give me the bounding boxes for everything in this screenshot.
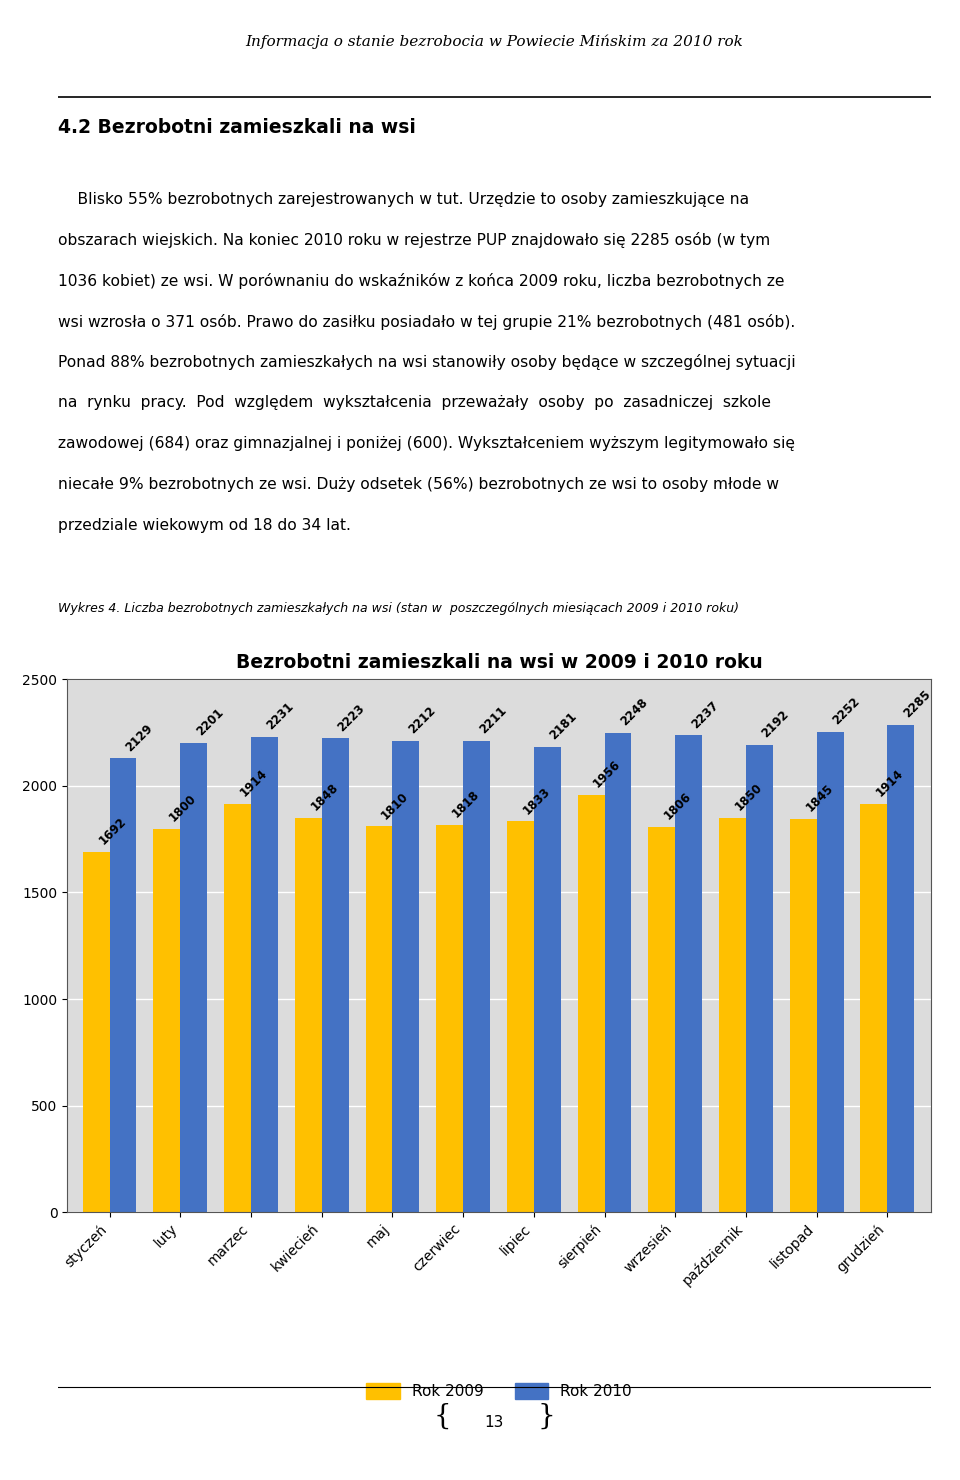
Bar xyxy=(719,818,746,1212)
Text: 1833: 1833 xyxy=(520,784,553,817)
Bar xyxy=(675,736,702,1212)
Text: 1845: 1845 xyxy=(804,781,835,814)
Text: 2237: 2237 xyxy=(688,699,721,731)
Bar xyxy=(534,747,561,1212)
Bar xyxy=(393,740,420,1212)
Bar xyxy=(83,851,109,1212)
Bar xyxy=(790,818,817,1212)
Text: Ponad 88% bezrobotnych zamieszkałych na wsi stanowiły osoby będące w szczególnej: Ponad 88% bezrobotnych zamieszkałych na … xyxy=(58,354,795,370)
Bar xyxy=(860,804,887,1212)
Bar xyxy=(322,739,348,1212)
Text: 13: 13 xyxy=(485,1415,504,1430)
Text: Informacja o stanie bezrobocia w Powiecie Mińskim za 2010 rok: Informacja o stanie bezrobocia w Powieci… xyxy=(246,34,743,49)
Text: zawodowej (684) oraz gimnazjalnej i poniżej (600). Wykształceniem wyższym legity: zawodowej (684) oraz gimnazjalnej i poni… xyxy=(58,437,795,451)
Bar xyxy=(887,725,914,1212)
Text: 4.2 Bezrobotni zamieszkali na wsi: 4.2 Bezrobotni zamieszkali na wsi xyxy=(58,118,416,138)
Title: Bezrobotni zamieszkali na wsi w 2009 i 2010 roku: Bezrobotni zamieszkali na wsi w 2009 i 2… xyxy=(236,653,762,672)
Bar xyxy=(154,829,180,1212)
Bar xyxy=(578,795,605,1212)
Text: Wykres 4. Liczba bezrobotnych zamieszkałych na wsi (stan w  poszczególnych miesi: Wykres 4. Liczba bezrobotnych zamieszkał… xyxy=(58,602,738,614)
Text: 1914: 1914 xyxy=(874,767,906,799)
Text: 1848: 1848 xyxy=(308,781,341,814)
Bar xyxy=(648,827,675,1212)
Bar xyxy=(251,737,277,1212)
Bar xyxy=(605,733,632,1212)
Text: przedziale wiekowym od 18 do 34 lat.: przedziale wiekowym od 18 do 34 lat. xyxy=(58,518,350,533)
Text: }: } xyxy=(538,1403,556,1430)
Text: obszarach wiejskich. Na koniec 2010 roku w rejestrze PUP znajdowało się 2285 osó: obszarach wiejskich. Na koniec 2010 roku… xyxy=(58,232,770,249)
Text: 2201: 2201 xyxy=(194,706,226,739)
Text: na  rynku  pracy.  Pod  względem  wykształcenia  przeważały  osoby  po  zasadnic: na rynku pracy. Pod względem wykształcen… xyxy=(58,395,771,410)
Bar xyxy=(463,741,490,1212)
Text: 2212: 2212 xyxy=(406,704,438,736)
Text: 1818: 1818 xyxy=(449,787,482,820)
Text: 2231: 2231 xyxy=(264,700,297,733)
Text: 1806: 1806 xyxy=(661,790,694,823)
Text: 2192: 2192 xyxy=(759,707,792,740)
Text: 2248: 2248 xyxy=(618,696,650,728)
Text: 1850: 1850 xyxy=(732,781,765,813)
Text: 2223: 2223 xyxy=(335,702,368,734)
Text: {: { xyxy=(433,1403,451,1430)
Text: 2129: 2129 xyxy=(123,721,156,753)
Text: 2211: 2211 xyxy=(476,704,509,736)
Text: wsi wzrosła o 371 osób. Prawo do zasiłku posiadało w tej grupie 21% bezrobotnych: wsi wzrosła o 371 osób. Prawo do zasiłku… xyxy=(58,314,795,330)
Text: 1810: 1810 xyxy=(379,789,411,821)
Legend: Rok 2009, Rok 2010: Rok 2009, Rok 2010 xyxy=(359,1375,639,1407)
Text: 1692: 1692 xyxy=(96,814,129,847)
Text: 1956: 1956 xyxy=(591,758,624,790)
Text: Blisko 55% bezrobotnych zarejestrowanych w tut. Urzędzie to osoby zamieszkujące : Blisko 55% bezrobotnych zarejestrowanych… xyxy=(58,192,749,207)
Text: 2181: 2181 xyxy=(547,710,580,743)
Text: 2285: 2285 xyxy=(900,688,933,721)
Bar xyxy=(225,804,251,1212)
Bar xyxy=(295,818,322,1212)
Bar xyxy=(366,826,393,1212)
Text: 1800: 1800 xyxy=(167,792,199,824)
Bar xyxy=(109,758,136,1212)
Bar xyxy=(436,824,463,1212)
Bar xyxy=(746,744,773,1212)
Text: niecałe 9% bezrobotnych ze wsi. Duży odsetek (56%) bezrobotnych ze wsi to osoby : niecałe 9% bezrobotnych ze wsi. Duży ods… xyxy=(58,477,779,491)
Text: 1036 kobiet) ze wsi. W porównaniu do wskaźników z końca 2009 roku, liczba bezrob: 1036 kobiet) ze wsi. W porównaniu do wsk… xyxy=(58,272,784,289)
Bar xyxy=(817,733,844,1212)
Bar xyxy=(180,743,207,1212)
Text: 2252: 2252 xyxy=(830,696,862,728)
Bar xyxy=(507,821,534,1212)
Text: 1914: 1914 xyxy=(237,767,270,799)
